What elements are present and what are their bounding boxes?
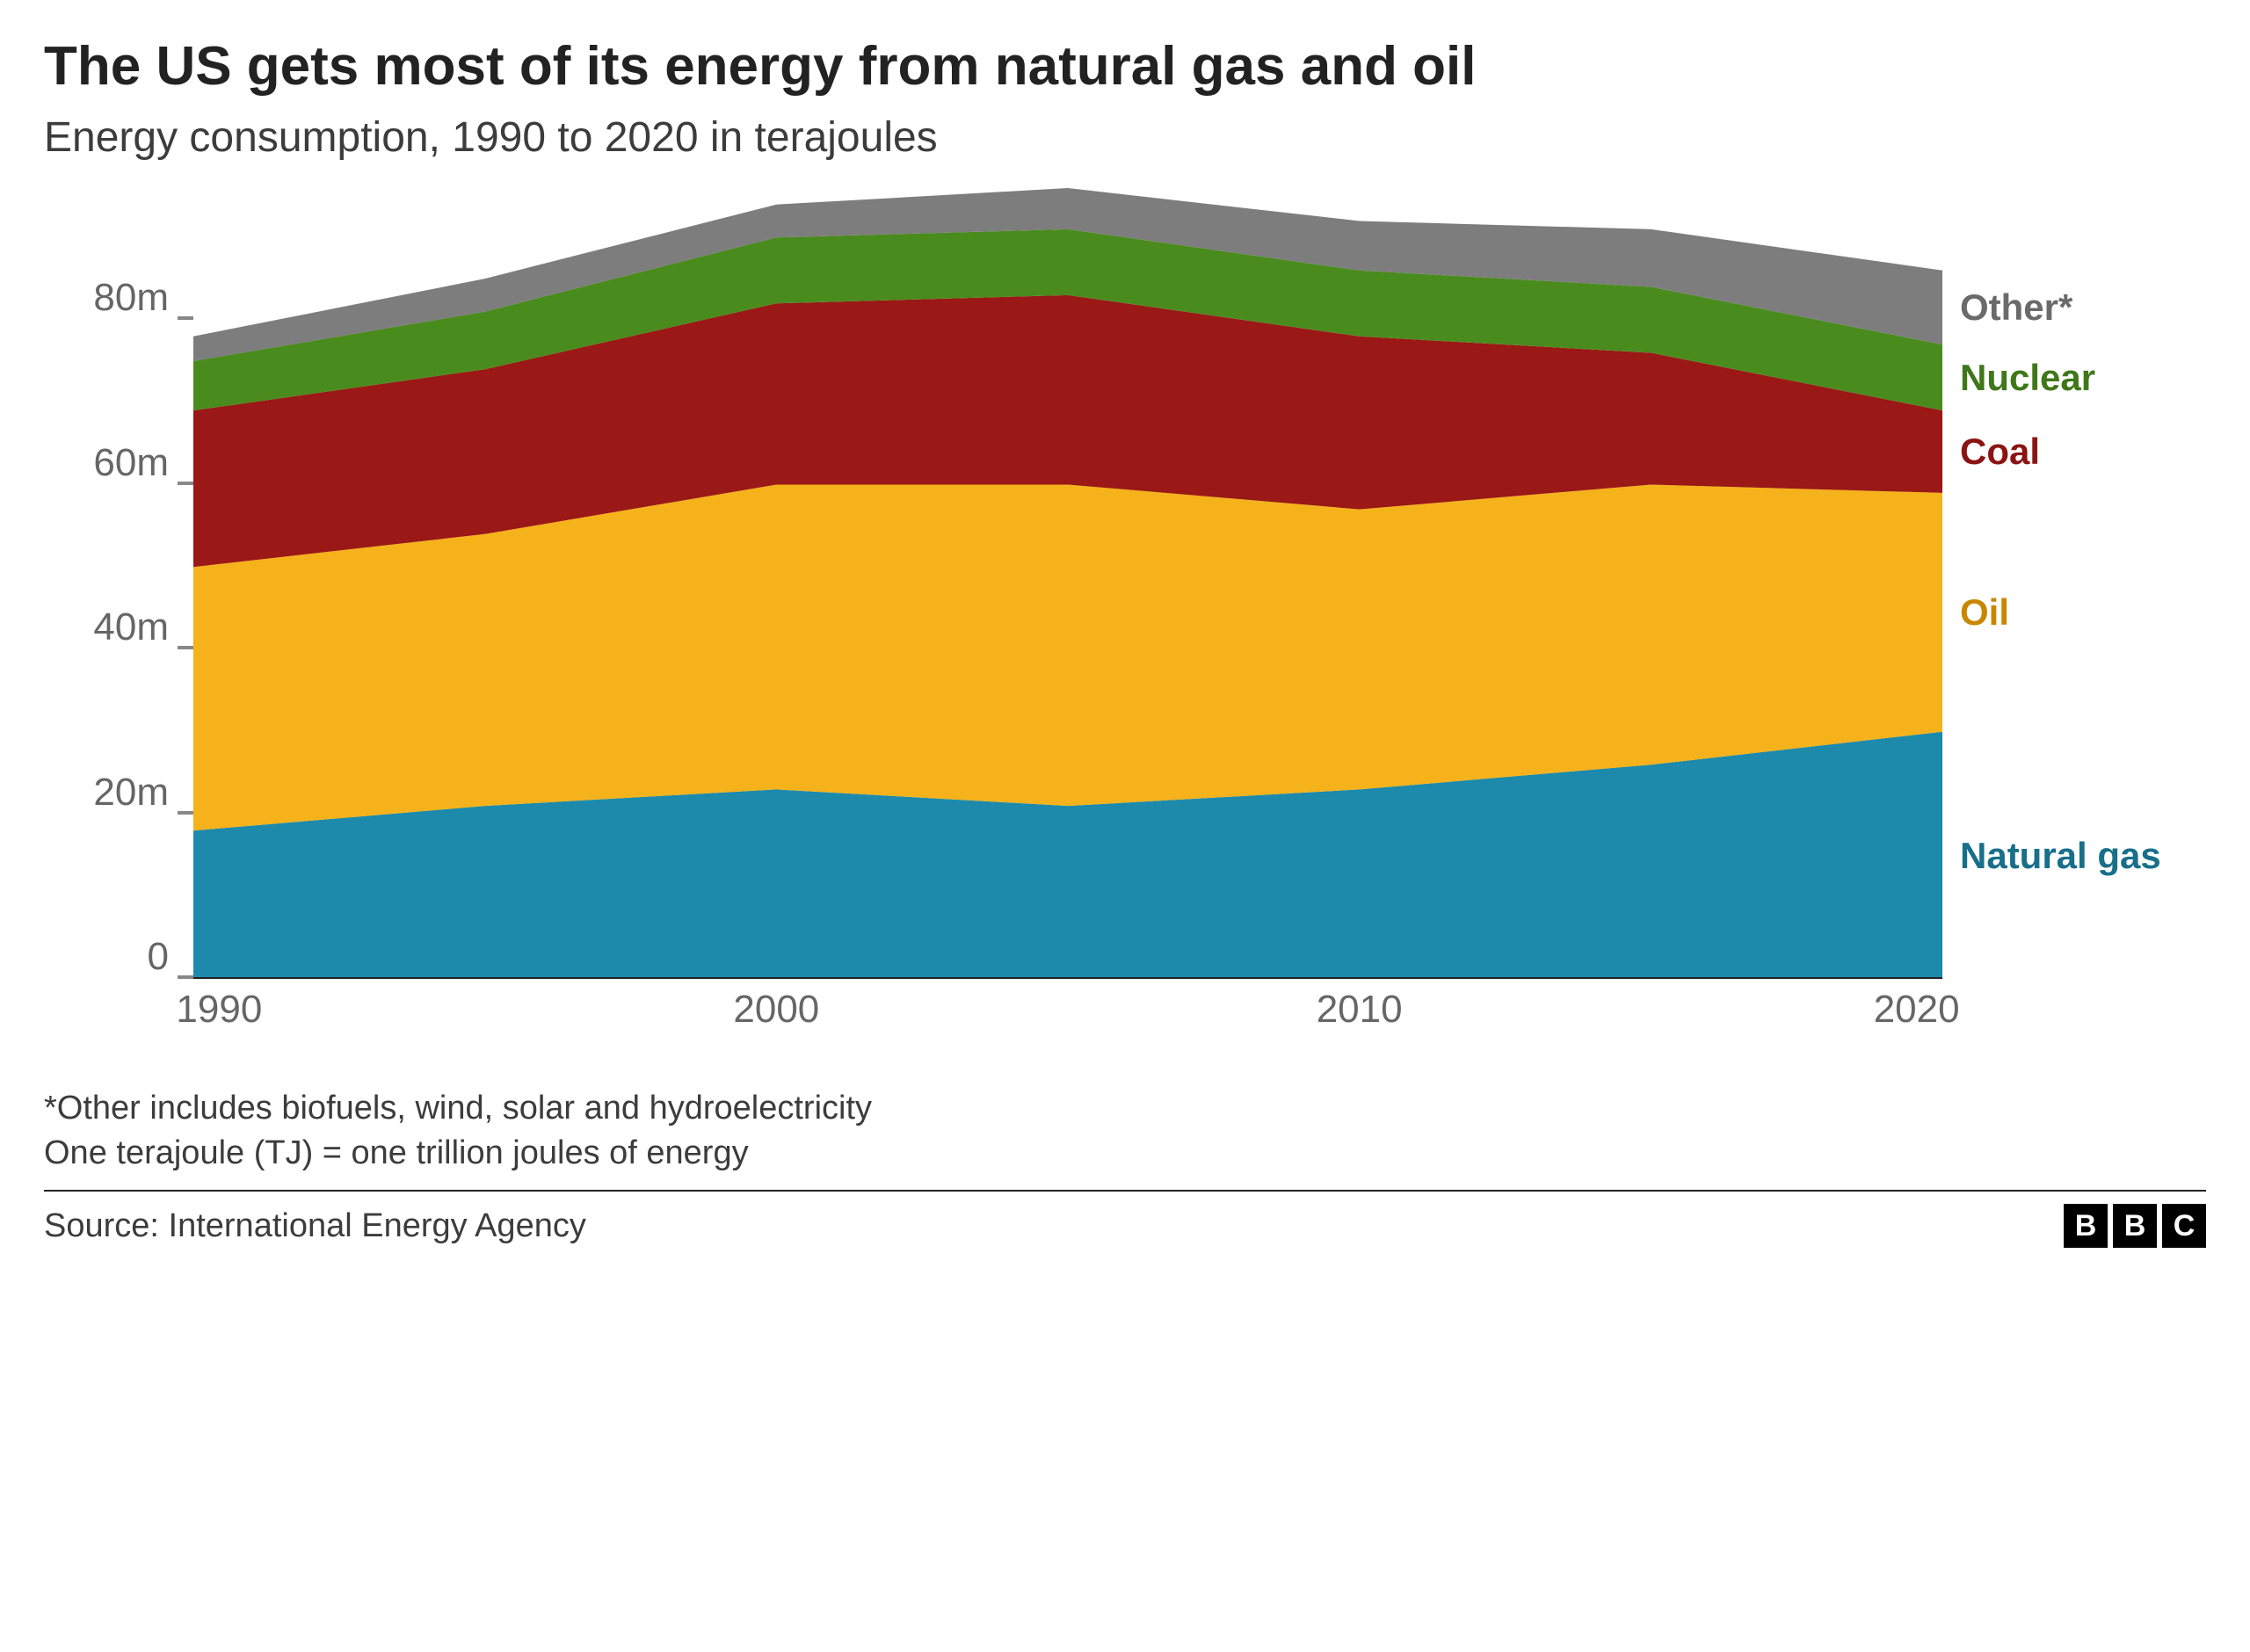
y-tick-mark [178, 482, 193, 485]
chart-title: The US gets most of its energy from natu… [44, 35, 2206, 98]
legend-item: Natural gas [1960, 835, 2161, 877]
x-tick-label: 1990 [176, 988, 262, 1032]
bbc-logo: B B C [2064, 1204, 2206, 1248]
source-row: Source: International Energy Agency B B … [44, 1190, 2206, 1248]
chart-container: 80m 60m 40m 20m 0 Other* Nuclear Coal Oil Natura… [44, 188, 2206, 1042]
legend-item: Oil [1960, 591, 2009, 634]
bbc-logo-box: B [2113, 1204, 2157, 1248]
y-tick-label: 40m [93, 605, 169, 649]
y-tick-mark [178, 646, 193, 649]
legend-item: Other* [1960, 286, 2072, 329]
bbc-logo-box: C [2162, 1204, 2206, 1248]
area-chart-svg [193, 188, 1942, 979]
y-tick-label: 60m [93, 441, 169, 485]
legend-item: Coal [1960, 431, 2040, 473]
y-tick-label: 20m [93, 771, 169, 815]
y-tick-label: 0 [148, 935, 169, 979]
footnotes: *Other includes biofuels, wind, solar an… [44, 1086, 2206, 1177]
source-text: Source: International Energy Agency [44, 1207, 586, 1245]
footnote-line: One terajoule (TJ) = one trillion joules… [44, 1131, 2206, 1176]
plot-area [193, 188, 1942, 979]
legend-item: Nuclear [1960, 357, 2095, 399]
bbc-logo-box: B [2064, 1204, 2108, 1248]
y-tick-mark [178, 316, 193, 320]
footnote-line: *Other includes biofuels, wind, solar an… [44, 1086, 2206, 1131]
x-tick-label: 2010 [1317, 988, 1403, 1032]
y-tick-label: 80m [93, 276, 169, 320]
y-tick-mark [178, 811, 193, 815]
x-tick-label: 2020 [1874, 988, 1960, 1032]
y-tick-mark [178, 975, 193, 979]
x-axis: 1990200020102020 [193, 988, 1942, 1042]
chart-subtitle: Energy consumption, 1990 to 2020 in tera… [44, 113, 2206, 162]
x-tick-label: 2000 [733, 988, 819, 1032]
y-axis: 80m 60m 40m 20m 0 [44, 188, 193, 979]
legend: Other* Nuclear Coal Oil Natural gas [1942, 188, 2206, 979]
